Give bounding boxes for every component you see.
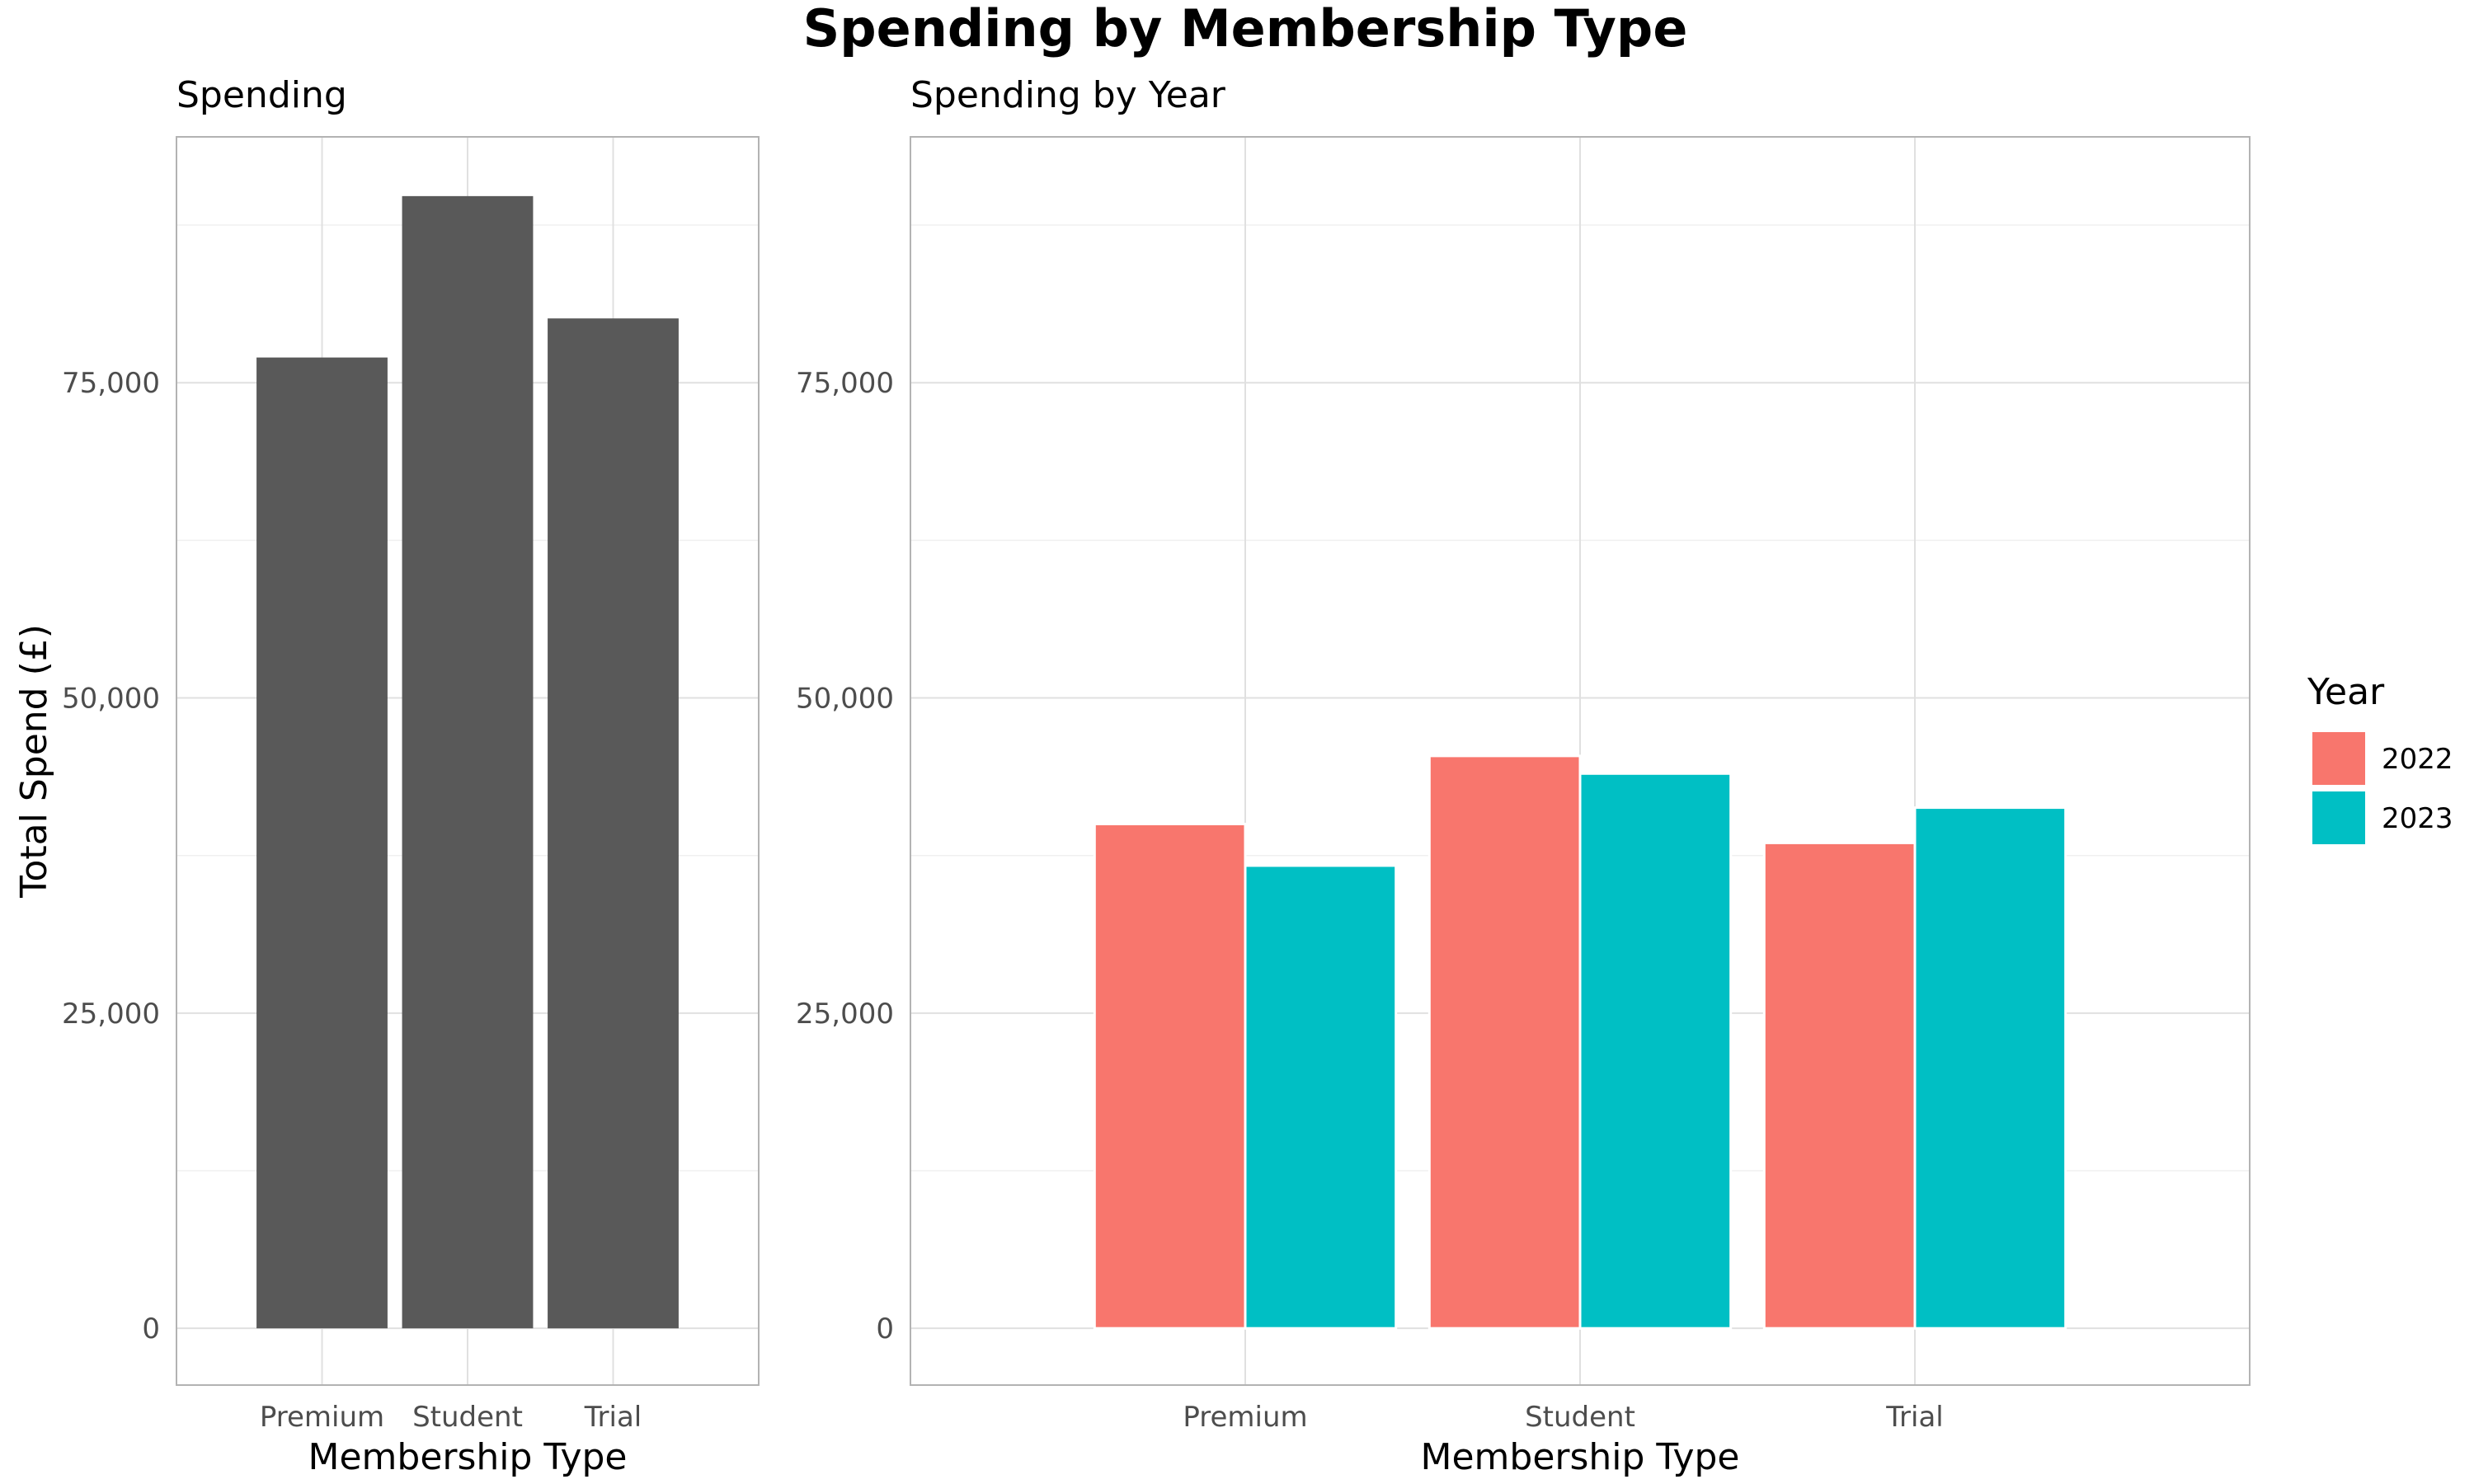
legend: Year 2022 2023 <box>2307 671 2453 844</box>
right-panel-border <box>910 136 2251 1386</box>
y-tick-label: 75,000 <box>796 367 894 400</box>
left-panel-border <box>176 136 760 1386</box>
left-x-tick-labels: Premium Student Trial <box>260 1401 642 1434</box>
right-x-tick-labels: Premium Student Trial <box>1183 1401 1943 1434</box>
bar-student-2022 <box>1427 754 1582 1330</box>
y-tick-label: 75,000 <box>62 367 160 400</box>
x-tick-label-trial: Trial <box>1885 1401 1943 1434</box>
left-panel: Spending 0 25,000 50,000 75,000 Premium Stud… <box>13 74 760 1478</box>
right-bars <box>1093 754 2067 1330</box>
bar-student-2023 <box>1578 772 1733 1330</box>
bar-premium <box>256 357 388 1329</box>
left-panel-title: Spending <box>176 74 347 116</box>
right-panel-title: Spending by Year <box>910 74 1226 116</box>
x-tick-label-premium: Premium <box>1183 1401 1307 1434</box>
left-x-axis-title: Membership Type <box>308 1436 628 1478</box>
x-tick-label-student: Student <box>1525 1401 1635 1434</box>
right-panel: Spending by Year 0 25,000 50,000 75,000 Pre… <box>796 74 2251 1478</box>
legend-title: Year <box>2307 671 2385 713</box>
y-tick-label: 50,000 <box>62 683 160 716</box>
y-tick-label: 50,000 <box>796 683 894 716</box>
bar-student <box>402 195 534 1329</box>
x-tick-label-student: Student <box>412 1401 523 1434</box>
bar-premium-2022 <box>1093 822 1247 1330</box>
legend-label-2023: 2023 <box>2382 802 2453 835</box>
right-y-tick-labels: 0 25,000 50,000 75,000 <box>796 367 894 1345</box>
legend-key-2022 <box>2312 732 2365 785</box>
bar-trial <box>548 318 679 1329</box>
y-tick-label: 0 <box>142 1313 160 1345</box>
legend-label-2022: 2022 <box>2382 743 2453 776</box>
y-tick-label: 25,000 <box>796 998 894 1031</box>
bar-premium-2023 <box>1244 864 1398 1330</box>
left-y-axis-title: Total Spend (£) <box>13 624 55 899</box>
bar-trial-2023 <box>1913 806 2067 1330</box>
x-tick-label-premium: Premium <box>260 1401 384 1434</box>
left-y-tick-labels: 0 25,000 50,000 75,000 <box>62 367 160 1345</box>
y-tick-label: 25,000 <box>62 998 160 1031</box>
legend-key-2023 <box>2312 791 2365 844</box>
y-tick-label: 0 <box>876 1313 894 1345</box>
bar-trial-2022 <box>1762 841 1917 1330</box>
x-tick-label-trial: Trial <box>584 1401 642 1434</box>
main-title: Spending by Membership Type <box>803 0 1688 59</box>
right-x-axis-title: Membership Type <box>1421 1436 1740 1478</box>
left-bars <box>256 195 679 1329</box>
